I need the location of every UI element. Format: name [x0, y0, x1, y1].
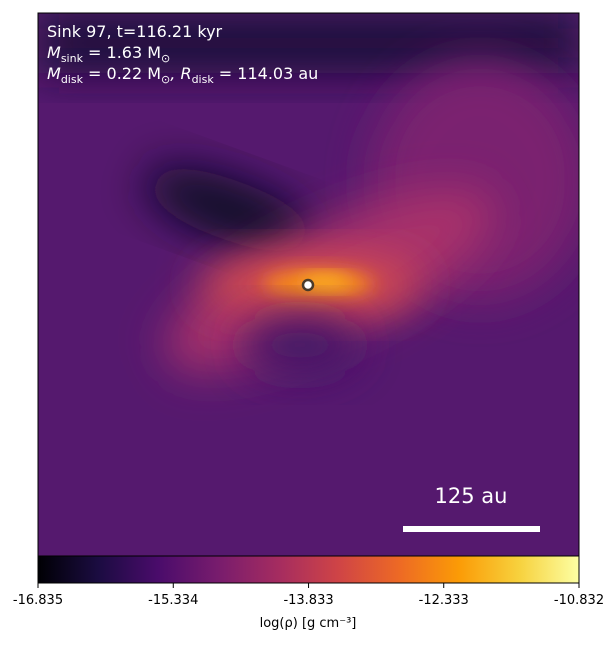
colorbar-tick-label: -15.334 [148, 593, 198, 608]
colorbar-tick-label: -10.832 [554, 593, 604, 608]
colorbar-tick-label: -16.835 [13, 593, 63, 608]
annotation-part: = 0.22 M [83, 64, 161, 83]
colorbar-tick-label: -13.833 [283, 593, 333, 608]
annotation-part: M [47, 64, 61, 83]
scale-bar-label: 125 au [435, 484, 508, 508]
annotation-part: disk [61, 73, 84, 86]
colorbar-label: log(ρ) [g cm⁻³] [260, 616, 357, 631]
annotation-part: sink [61, 52, 84, 65]
annotation-part: , R [170, 64, 191, 83]
annotation-part: = 114.03 au [214, 64, 319, 83]
annotation-part: disk [192, 73, 215, 86]
annotation-part: = 1.63 M [83, 43, 161, 62]
annotation: Sink 97, t=116.21 kyr [47, 22, 223, 41]
colorbar [37, 555, 580, 584]
annotation-part: ⊙ [161, 52, 170, 65]
colorbar-tick-label: -12.333 [419, 593, 469, 608]
annotation-part: ⊙ [161, 73, 170, 86]
annotation: Mdisk = 0.22 M⊙, Rdisk = 114.03 au [47, 64, 318, 86]
density-map [38, 13, 579, 556]
annotation-part: M [47, 43, 61, 62]
annotation-part: Sink 97, t=116.21 kyr [47, 22, 223, 41]
annotation: Msink = 1.63 M⊙ [47, 43, 170, 65]
